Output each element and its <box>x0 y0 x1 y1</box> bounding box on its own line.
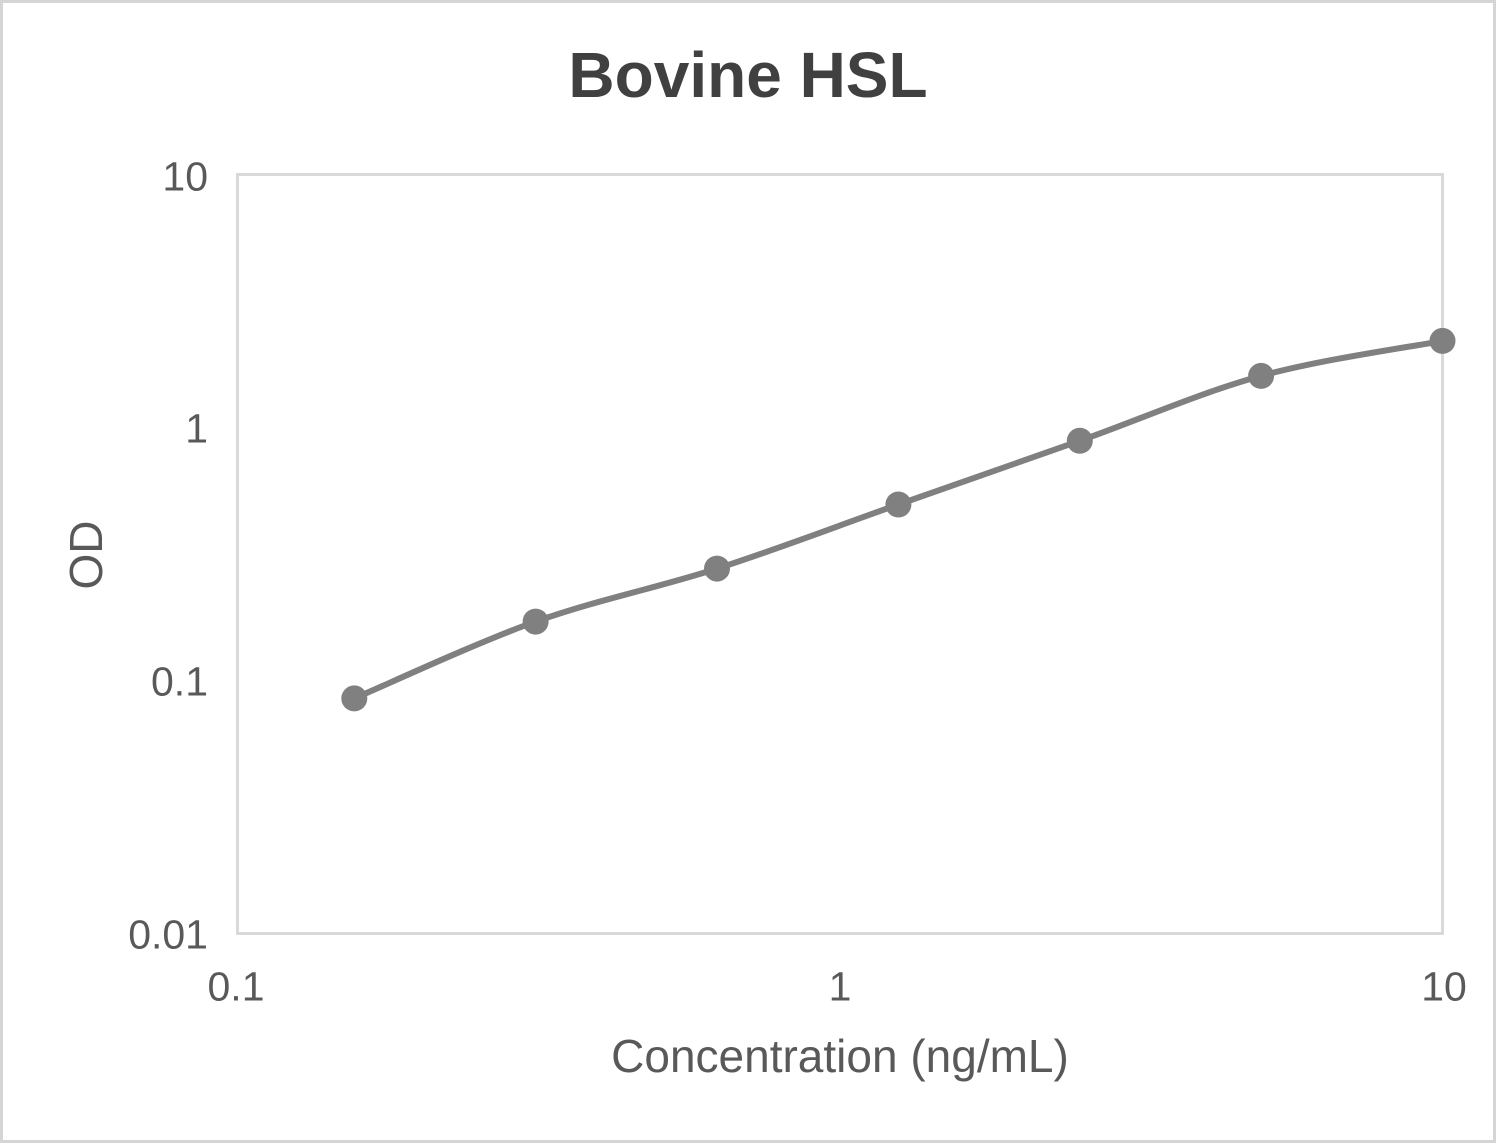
svg-text:10: 10 <box>1421 964 1467 1010</box>
svg-text:10: 10 <box>162 154 208 200</box>
svg-text:0.01: 0.01 <box>128 912 208 958</box>
svg-text:Bovine HSL: Bovine HSL <box>568 39 927 111</box>
svg-text:0.1: 0.1 <box>208 964 265 1010</box>
svg-text:OD: OD <box>60 521 112 590</box>
svg-text:0.1: 0.1 <box>151 659 208 705</box>
svg-text:1: 1 <box>829 964 852 1010</box>
svg-text:Concentration (ng/mL): Concentration (ng/mL) <box>611 1030 1069 1082</box>
svg-text:1: 1 <box>185 406 208 452</box>
